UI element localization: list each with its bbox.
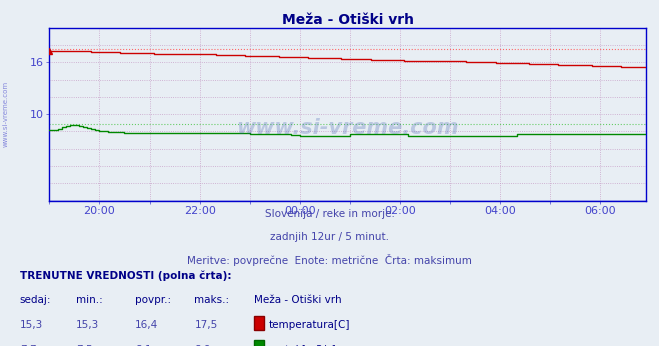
Text: TRENUTNE VREDNOSTI (polna črta):: TRENUTNE VREDNOSTI (polna črta): — [20, 270, 231, 281]
Text: min.:: min.: — [76, 295, 103, 306]
Text: www.si-vreme.com: www.si-vreme.com — [237, 118, 459, 138]
Text: maks.:: maks.: — [194, 295, 229, 306]
Title: Meža - Otiški vrh: Meža - Otiški vrh — [281, 12, 414, 27]
Text: Meritve: povprečne  Enote: metrične  Črta: maksimum: Meritve: povprečne Enote: metrične Črta:… — [187, 254, 472, 266]
Text: 15,3: 15,3 — [20, 320, 43, 330]
Text: povpr.:: povpr.: — [135, 295, 171, 306]
Text: 17,5: 17,5 — [194, 320, 217, 330]
Text: 8,9: 8,9 — [194, 345, 211, 346]
Text: Slovenija / reke in morje.: Slovenija / reke in morje. — [264, 209, 395, 219]
Text: 7,7: 7,7 — [20, 345, 36, 346]
Text: 16,4: 16,4 — [135, 320, 158, 330]
Text: 8,1: 8,1 — [135, 345, 152, 346]
Text: temperatura[C]: temperatura[C] — [268, 320, 350, 330]
Text: Meža - Otiški vrh: Meža - Otiški vrh — [254, 295, 341, 306]
Text: www.si-vreme.com: www.si-vreme.com — [2, 81, 9, 147]
Text: zadnjih 12ur / 5 minut.: zadnjih 12ur / 5 minut. — [270, 232, 389, 242]
Text: 15,3: 15,3 — [76, 320, 99, 330]
Text: pretok[m3/s]: pretok[m3/s] — [268, 345, 336, 346]
Text: 7,5: 7,5 — [76, 345, 92, 346]
Text: sedaj:: sedaj: — [20, 295, 51, 306]
